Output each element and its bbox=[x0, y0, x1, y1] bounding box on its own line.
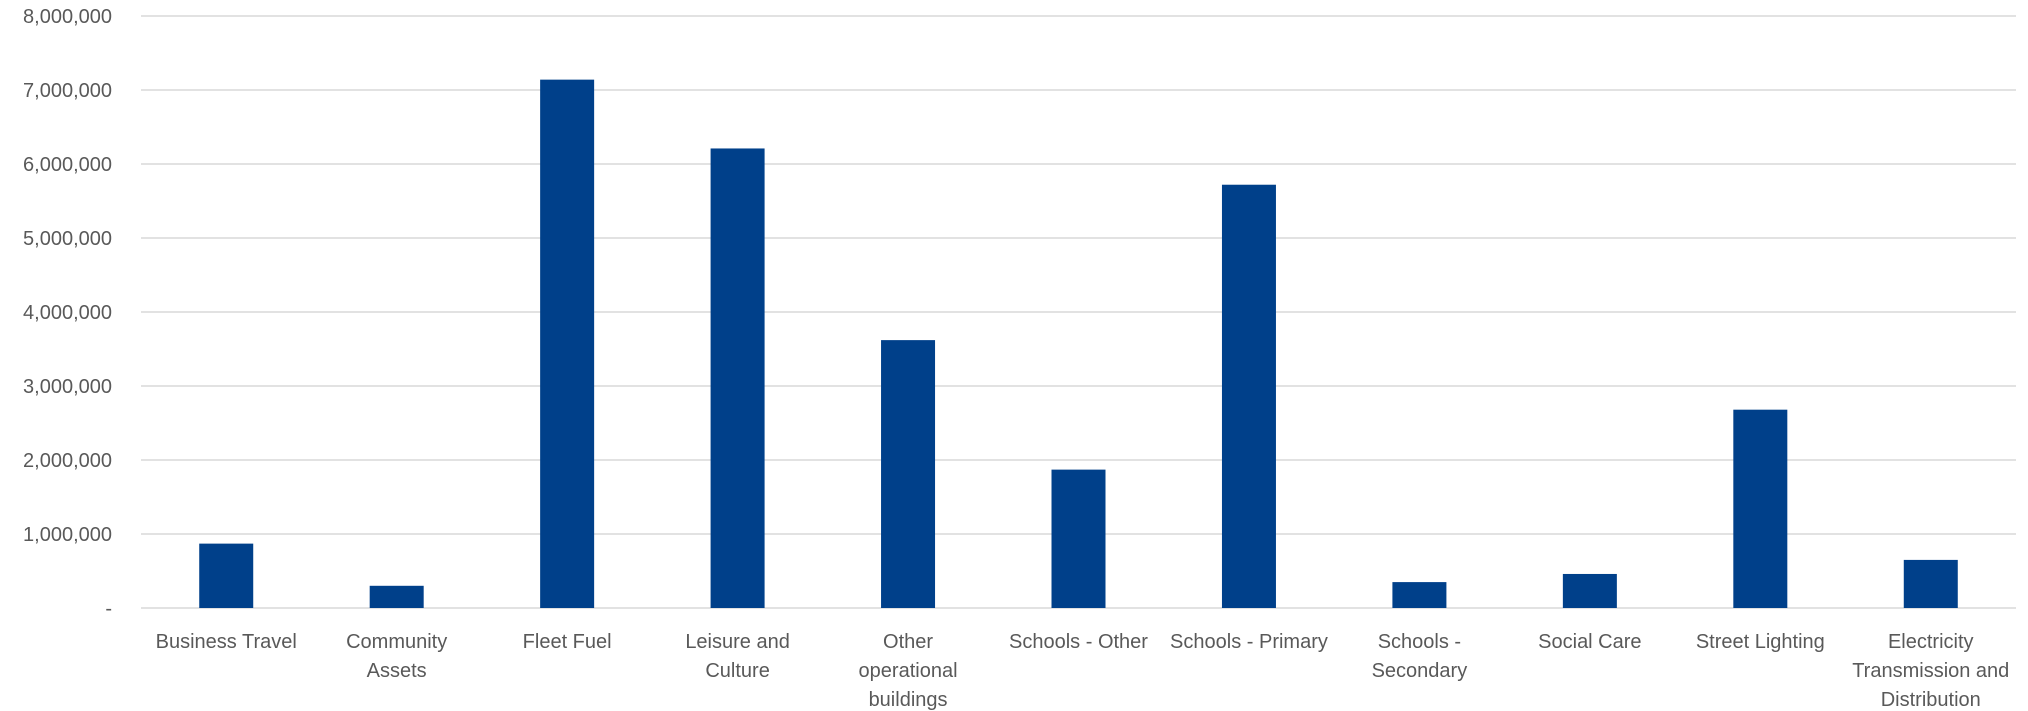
y-tick-label: 6,000,000 bbox=[23, 154, 112, 176]
bar bbox=[199, 543, 254, 608]
x-tick-label: Social Care bbox=[1538, 631, 1641, 653]
y-tick-label: 5,000,000 bbox=[23, 228, 112, 250]
x-tick-label: Schools - Secondary bbox=[1372, 631, 1468, 682]
y-tick-label: 8,000,000 bbox=[23, 6, 112, 28]
bar bbox=[881, 340, 936, 608]
x-tick-label: Other operational buildings bbox=[859, 631, 958, 711]
x-tick-label-line: Distribution bbox=[1881, 689, 1981, 711]
bar bbox=[1733, 409, 1788, 608]
x-tick-label: Schools - Primary bbox=[1170, 631, 1328, 653]
y-tick-label: 4,000,000 bbox=[23, 302, 112, 324]
x-axis-tick-labels: Business Travel Community Assets Fleet Fuel… bbox=[156, 631, 2010, 711]
x-tick-label-line: Assets bbox=[367, 660, 427, 682]
bar bbox=[1051, 469, 1106, 608]
bar bbox=[1392, 582, 1447, 608]
bar bbox=[1562, 573, 1617, 608]
bar bbox=[369, 585, 424, 608]
y-tick-label: - bbox=[105, 598, 112, 620]
x-tick-label-line: Community bbox=[346, 631, 447, 653]
gridlines bbox=[141, 15, 2016, 609]
x-tick-label: Electricity Transmission and Distribution bbox=[1852, 631, 2009, 711]
y-tick-label: 1,000,000 bbox=[23, 524, 112, 546]
x-tick-label: Business Travel bbox=[156, 631, 297, 653]
x-tick-label-line: Schools - Primary bbox=[1170, 631, 1328, 653]
x-tick-label-line: Social Care bbox=[1538, 631, 1641, 653]
x-tick-label-line: Other bbox=[883, 631, 933, 653]
x-tick-label-line: Street Lighting bbox=[1696, 631, 1825, 653]
x-tick-label-line: Culture bbox=[705, 660, 769, 682]
x-tick-label-line: Schools - Other bbox=[1009, 631, 1148, 653]
x-tick-label: Community Assets bbox=[346, 631, 447, 682]
y-axis-tick-labels: - 1,000,000 2,000,000 3,000,000 4,000,000 5,0… bbox=[23, 6, 112, 620]
bar bbox=[710, 148, 765, 608]
x-tick-label: Schools - Other bbox=[1009, 631, 1148, 653]
y-tick-label: 7,000,000 bbox=[23, 80, 112, 102]
x-tick-label-line: Business Travel bbox=[156, 631, 297, 653]
x-tick-label-line: Secondary bbox=[1372, 660, 1468, 682]
x-tick-label: Fleet Fuel bbox=[523, 631, 612, 653]
bar bbox=[1903, 559, 1958, 608]
x-tick-label-line: buildings bbox=[869, 689, 948, 711]
y-tick-label: 2,000,000 bbox=[23, 450, 112, 472]
x-tick-label-line: Electricity bbox=[1888, 631, 1974, 653]
x-tick-label: Leisure and Culture bbox=[685, 631, 790, 682]
x-tick-label-line: Leisure and bbox=[685, 631, 790, 653]
bar bbox=[1221, 184, 1276, 608]
bars bbox=[199, 79, 1958, 608]
y-tick-label: 3,000,000 bbox=[23, 376, 112, 398]
x-tick-label-line: Fleet Fuel bbox=[523, 631, 612, 653]
bar bbox=[540, 79, 595, 608]
x-tick-label-line: Schools - bbox=[1378, 631, 1461, 653]
x-tick-label-line: Transmission and bbox=[1852, 660, 2009, 682]
x-tick-label: Street Lighting bbox=[1696, 631, 1825, 653]
x-tick-label-line: operational bbox=[859, 660, 958, 682]
